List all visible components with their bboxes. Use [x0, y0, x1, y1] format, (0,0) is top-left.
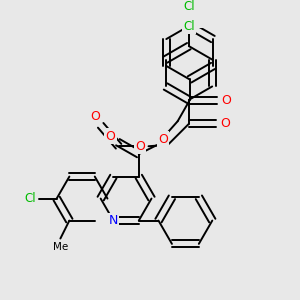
Text: O: O — [135, 140, 145, 153]
Text: O: O — [221, 94, 231, 107]
Text: O: O — [158, 133, 168, 146]
Text: O: O — [90, 110, 100, 123]
Text: O: O — [106, 130, 115, 143]
Text: Cl: Cl — [24, 192, 36, 205]
Text: Me: Me — [53, 242, 68, 253]
Text: Cl: Cl — [184, 0, 195, 13]
Text: N: N — [109, 214, 118, 227]
Text: Cl: Cl — [183, 20, 195, 33]
Text: O: O — [220, 117, 230, 130]
